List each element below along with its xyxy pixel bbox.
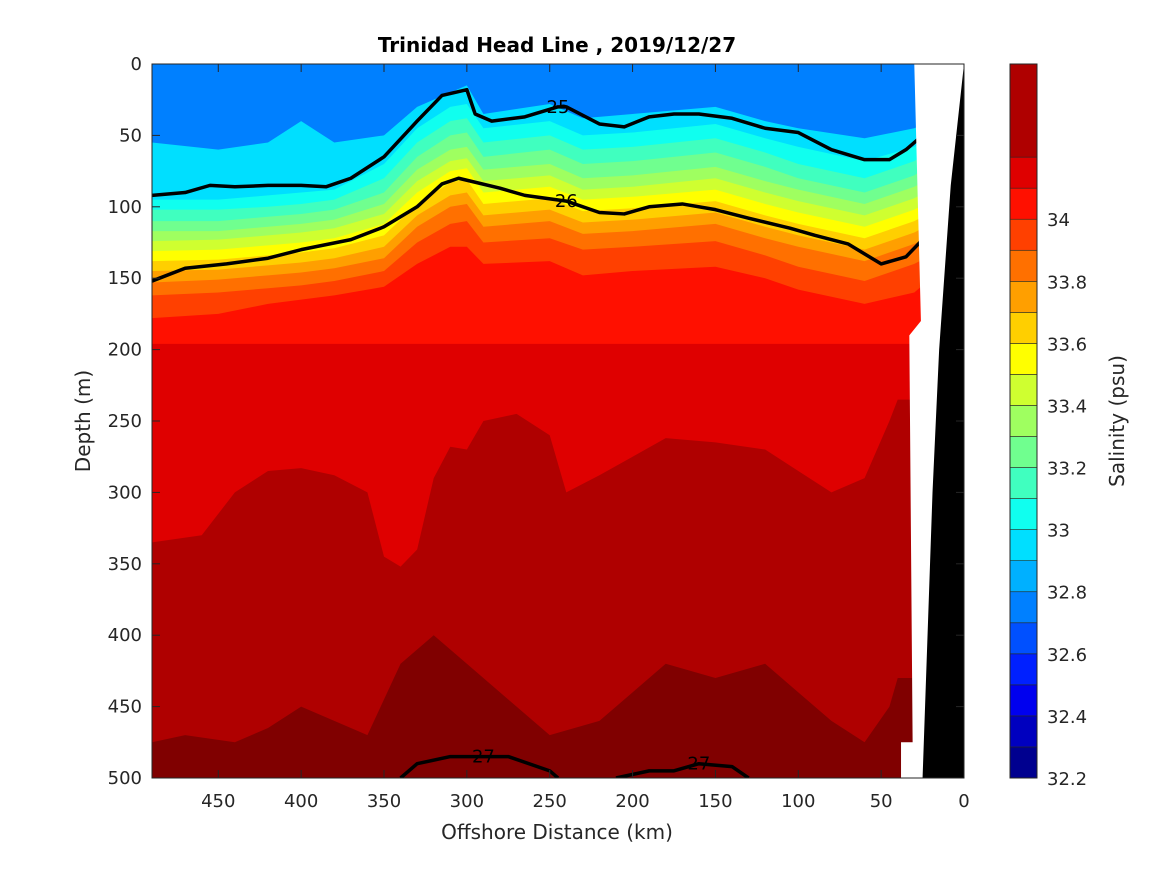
colorbar-tick-label: 33.2 bbox=[1047, 459, 1087, 480]
y-tick-label: 200 bbox=[108, 340, 142, 361]
x-tick-label: 50 bbox=[870, 791, 893, 812]
colorbar-segment bbox=[1009, 63, 1038, 158]
y-tick-label: 500 bbox=[108, 768, 142, 789]
x-tick-label: 400 bbox=[284, 791, 318, 812]
y-tick-label: 250 bbox=[108, 411, 142, 432]
colorbar-segment bbox=[1009, 249, 1038, 282]
x-tick-label: 350 bbox=[367, 791, 401, 812]
x-tick-label: 250 bbox=[533, 791, 567, 812]
y-tick-label: 300 bbox=[108, 482, 142, 503]
colorbar-tick-label: 33.8 bbox=[1047, 272, 1087, 293]
contour-label: 25 bbox=[547, 97, 570, 118]
colorbar-tick-label: 33.4 bbox=[1047, 396, 1087, 417]
colorbar-frame bbox=[1009, 63, 1038, 779]
x-tick-label: 100 bbox=[781, 791, 815, 812]
colorbar-tick-label: 32.2 bbox=[1047, 769, 1087, 790]
x-tick-label: 150 bbox=[698, 791, 732, 812]
x-tick-label: 300 bbox=[450, 791, 484, 812]
colorbar-segment bbox=[1009, 374, 1038, 406]
colorbar-segment bbox=[1009, 622, 1038, 655]
x-tick-label: 200 bbox=[615, 791, 649, 812]
y-tick-label: 0 bbox=[131, 54, 142, 75]
plot-area: 25 26 27 27 bbox=[151, 63, 965, 779]
colorbar-tick-label: 33 bbox=[1047, 521, 1070, 542]
density-contour-27 bbox=[615, 761, 750, 778]
seafloor-region bbox=[922, 64, 964, 778]
y-tick-label: 400 bbox=[108, 625, 142, 646]
density-contour-25 bbox=[152, 87, 933, 198]
colorbar-segment bbox=[1009, 560, 1038, 593]
colorbar-segment bbox=[1009, 467, 1038, 499]
x-tick-label: 0 bbox=[958, 791, 969, 812]
colorbar-segment bbox=[1009, 405, 1038, 437]
colorbar-tick-label: 33.6 bbox=[1047, 334, 1087, 355]
colorbar-tick-label: 34 bbox=[1047, 210, 1070, 231]
colorbar-segment bbox=[1009, 343, 1038, 375]
density-contours: 25 26 27 27 bbox=[152, 87, 933, 778]
y-axis-label: Depth (m) bbox=[71, 370, 95, 472]
colorbar-segment bbox=[1009, 218, 1038, 251]
y-tick-label: 50 bbox=[119, 125, 142, 146]
land-mask bbox=[901, 64, 964, 778]
colorbar-segment bbox=[1009, 281, 1038, 313]
density-contour-26 bbox=[152, 176, 933, 283]
x-axis: 450 400 350 300 250 200 150 100 50 0 bbox=[201, 64, 970, 812]
y-tick-label: 100 bbox=[108, 197, 142, 218]
colorbar-segment bbox=[1009, 684, 1038, 717]
y-axis: 0 50 100 150 200 250 300 350 400 450 500 bbox=[108, 54, 964, 789]
colorbar-segment bbox=[1009, 715, 1038, 748]
x-axis-label: Offshore Distance (km) bbox=[441, 820, 673, 844]
y-tick-label: 350 bbox=[108, 554, 142, 575]
colorbar-tick-label: 32.8 bbox=[1047, 583, 1087, 604]
colorbar-segment bbox=[1009, 436, 1038, 468]
y-tick-label: 450 bbox=[108, 697, 142, 718]
contour-label: 26 bbox=[555, 191, 578, 212]
colorbar-segment bbox=[1009, 312, 1038, 344]
colorbar-tick-label: 32.4 bbox=[1047, 707, 1087, 728]
colorbar-segment bbox=[1009, 187, 1038, 220]
colorbar-label: Salinity (psu) bbox=[1105, 355, 1129, 487]
colorbar-tick-label: 32.6 bbox=[1047, 645, 1087, 666]
chart-title: Trinidad Head Line , 2019/12/27 bbox=[378, 33, 736, 57]
x-tick-label: 450 bbox=[201, 791, 235, 812]
colorbar-segment bbox=[1009, 653, 1038, 686]
contour-label: 27 bbox=[687, 754, 710, 775]
colorbar-segment bbox=[1009, 591, 1038, 624]
colorbar: 32.2 32.4 32.6 32.8 33 33.2 33.4 33.6 33.8 34 Sal… bbox=[1009, 63, 1129, 790]
colorbar-segment bbox=[1009, 529, 1038, 561]
colorbar-segment bbox=[1009, 498, 1038, 530]
salinity-bands bbox=[152, 64, 964, 743]
y-tick-label: 150 bbox=[108, 268, 142, 289]
contour-label: 27 bbox=[472, 747, 495, 768]
colorbar-segment bbox=[1009, 746, 1038, 779]
colorbar-segment bbox=[1009, 156, 1038, 189]
